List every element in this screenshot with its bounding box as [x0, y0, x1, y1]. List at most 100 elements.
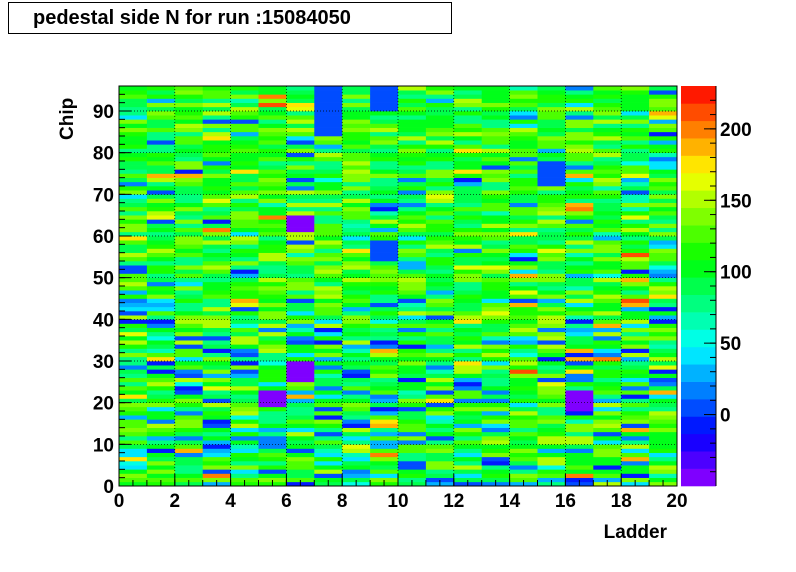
heatmap-cell [314, 98, 343, 103]
heatmap-cell [258, 244, 287, 249]
heatmap-cell [425, 406, 455, 412]
heatmap-cell [481, 431, 510, 437]
heatmap-cell [286, 302, 315, 308]
heatmap-cell [398, 286, 427, 291]
heatmap-cell [509, 381, 538, 387]
heatmap-cell [146, 365, 176, 370]
heatmap-cell [286, 352, 315, 358]
heatmap-cell [621, 390, 650, 395]
heatmap-cell [342, 406, 371, 412]
heatmap-cell [146, 102, 176, 108]
heatmap-cell [481, 244, 510, 249]
heatmap-cell [314, 344, 343, 349]
heatmap-cell [593, 156, 622, 162]
heatmap-cell [509, 423, 538, 428]
heatmap-cell [593, 469, 622, 474]
heatmap-cell [342, 465, 371, 470]
heatmap-cell [314, 240, 343, 245]
heatmap-cell [453, 261, 482, 266]
heatmap-cell [230, 111, 259, 116]
heatmap-cell [202, 219, 231, 224]
heatmap-cell [453, 348, 482, 353]
heatmap-cell [314, 431, 343, 437]
heatmap-cell [119, 469, 148, 474]
heatmap-cell [425, 427, 455, 433]
heatmap-cell [202, 177, 231, 183]
heatmap-cell [286, 261, 315, 266]
heatmap-cell [230, 377, 259, 383]
heatmap-cell [649, 423, 678, 428]
heatmap-cell [649, 356, 678, 362]
heatmap-cell [370, 473, 399, 478]
heatmap-cell [258, 186, 287, 191]
heatmap-cell [174, 173, 203, 178]
heatmap-cell [398, 336, 427, 341]
heatmap-cell [481, 190, 510, 195]
heatmap-cell [342, 231, 371, 237]
heatmap-cell [342, 206, 371, 212]
heatmap-cell [314, 452, 343, 458]
heatmap-cell [481, 173, 510, 178]
heatmap-cell [593, 131, 622, 137]
heatmap-cell [119, 161, 148, 166]
heatmap-cell [621, 423, 650, 428]
heatmap-cell [342, 461, 371, 466]
heatmap-cell [425, 477, 455, 483]
heatmap-cell [621, 152, 650, 158]
heatmap-cell [481, 456, 510, 462]
heatmap-cell [286, 406, 315, 412]
heatmap-cell [370, 94, 399, 99]
heatmap-cell [230, 365, 259, 370]
heatmap-cell [621, 431, 650, 437]
heatmap-cell [370, 252, 399, 258]
heatmap-cell [286, 365, 315, 370]
heatmap-cell [342, 302, 371, 308]
heatmap-cell [342, 469, 371, 474]
heatmap-cell [593, 86, 622, 91]
heatmap-cell [342, 161, 371, 166]
heatmap-cell [565, 281, 594, 287]
heatmap-cell [453, 369, 482, 374]
heatmap-cell [314, 411, 343, 416]
heatmap-cells [119, 86, 678, 487]
heatmap-cell [258, 211, 287, 216]
heatmap-cell [342, 348, 371, 353]
heatmap-cell [370, 265, 399, 270]
heatmap-cell [342, 111, 371, 116]
heatmap-cell [230, 340, 259, 345]
heatmap-cell [453, 127, 482, 133]
heatmap-cell [370, 123, 399, 128]
heatmap-cell [314, 352, 343, 358]
heatmap-cell [621, 177, 650, 183]
heatmap-cell [174, 127, 203, 133]
x-tick-label: 14 [499, 491, 521, 512]
heatmap-cell [398, 323, 427, 328]
heatmap-cell [621, 386, 650, 391]
heatmap-cell [509, 94, 538, 99]
heatmap-cell [202, 477, 231, 483]
heatmap-cell [593, 252, 622, 258]
heatmap-cell [565, 106, 594, 112]
heatmap-cell [509, 123, 538, 128]
heatmap-cell [453, 240, 482, 245]
heatmap-cell [230, 277, 259, 283]
heatmap-cell [621, 261, 650, 266]
heatmap-cell [119, 415, 148, 420]
heatmap-cell [146, 106, 176, 112]
color-scale-bin [681, 190, 716, 209]
heatmap-cell [314, 311, 343, 316]
heatmap-cell [202, 102, 231, 108]
heatmap-cell [621, 98, 650, 103]
heatmap-cell [146, 181, 176, 187]
heatmap-cell [342, 452, 371, 458]
heatmap-cell [286, 173, 315, 178]
heatmap-cell [342, 277, 371, 283]
heatmap-cell [537, 327, 566, 333]
heatmap-cell [537, 319, 566, 324]
heatmap-cell [258, 223, 287, 228]
heatmap-cell [174, 344, 203, 349]
heatmap-cell [509, 411, 538, 416]
heatmap-cell [314, 465, 343, 470]
heatmap-cell [202, 294, 231, 299]
heatmap-cell [370, 436, 399, 441]
